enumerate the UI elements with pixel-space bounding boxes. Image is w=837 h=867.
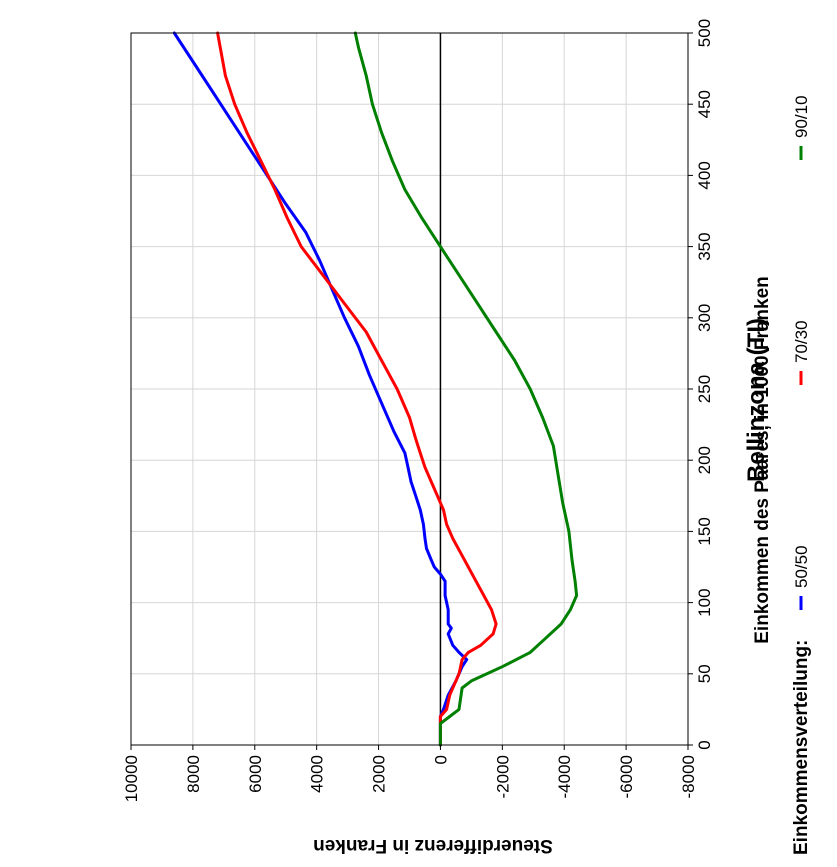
x-tick-label: 100 [695,588,714,616]
legend-title: Einkommensverteilung: [791,640,812,855]
series-line-70-30 [216,31,498,747]
x-tick-label: 50 [695,664,714,683]
y-tick-label: 0 [431,755,450,764]
series-line-90-10 [353,31,579,747]
y-tick-label: 8000 [184,755,203,793]
x-tick-label: 400 [695,161,714,189]
x-tick-label: 450 [695,90,714,118]
y-axis-ticks: 10000 8000 6000 4000 2000 0 -2000 -4000 -6000 -80… [122,745,698,802]
x-tick-label: 500 [695,19,714,47]
x-tick-label: 0 [695,740,714,749]
x-tick-label: 300 [695,304,714,332]
x-tick-label: 200 [695,446,714,474]
x-tick-label: 250 [695,375,714,403]
series-lines [172,31,579,747]
y-tick-label: -4000 [555,755,574,798]
legend-label-70-30: 70/30 [792,320,811,363]
y-tick-label: 4000 [308,755,327,793]
series-line-50-50 [172,31,469,747]
x-axis-ticks: 0 50 100 150 200 250 300 350 400 450 500 [688,19,714,750]
y-tick-label: -2000 [493,755,512,798]
legend: Einkommensverteilung: 50/50 70/30 90/10 [791,95,812,855]
x-tick-label: 350 [695,232,714,260]
x-axis-label: Einkommen des Paares, in 1000 Franken [752,276,773,644]
legend-label-90-10: 90/10 [792,95,811,138]
y-tick-label: 6000 [246,755,265,793]
y-tick-label: 2000 [370,755,389,793]
legend-label-50-50: 50/50 [792,545,811,588]
x-tick-label: 150 [695,517,714,545]
y-tick-label: -8000 [679,755,698,798]
chart-title: Bellinzona (TI) [743,318,770,482]
y-tick-label: 10000 [122,755,141,802]
y-tick-label: -6000 [617,755,636,798]
y-axis-label: Steuerdifferenz in Franken [313,835,553,856]
